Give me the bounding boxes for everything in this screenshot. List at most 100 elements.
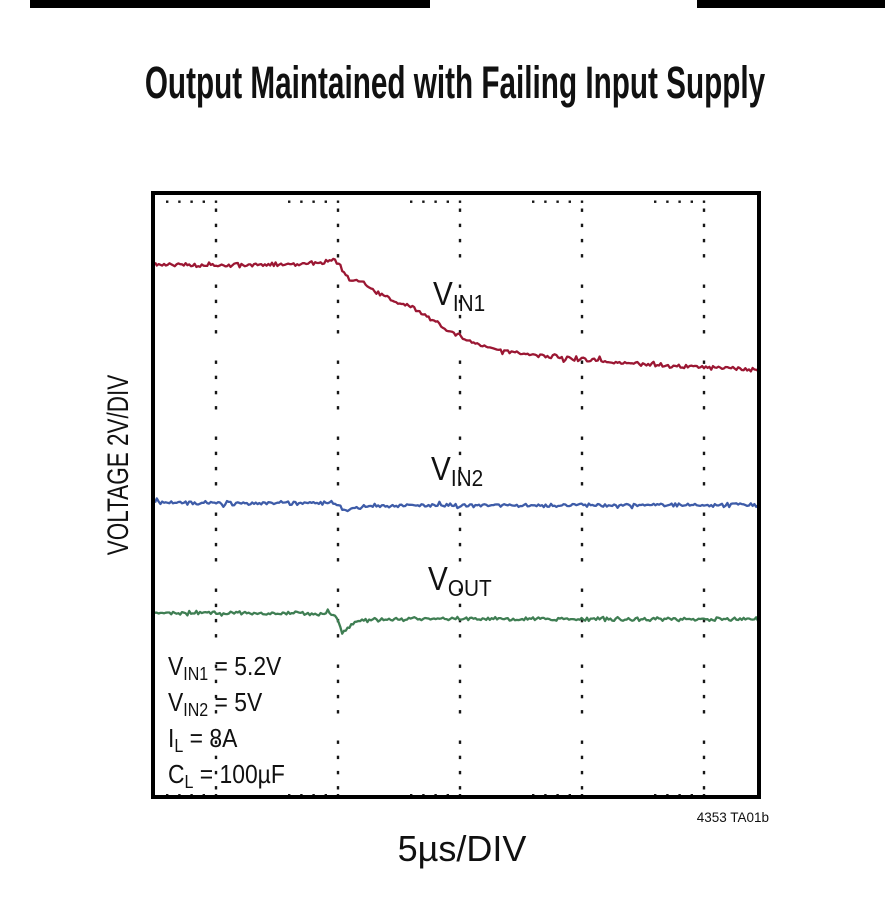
- graticule-dot: [458, 542, 462, 547]
- trace-label-vin2: VIN2: [431, 450, 483, 491]
- graticule-dot: [214, 694, 218, 699]
- graticule-tick-top: [458, 200, 462, 203]
- graticule-tick-top: [422, 200, 425, 203]
- graticule-dot: [458, 664, 462, 668]
- graticule-dot: [214, 466, 218, 471]
- page-edge-rule-left: [30, 0, 430, 8]
- graticule-dot: [458, 482, 462, 486]
- graticule-dot: [458, 406, 462, 410]
- graticule-dot: [336, 451, 340, 456]
- graticule-tick-top: [166, 200, 169, 203]
- graticule-dot: [214, 223, 218, 228]
- graticule-dot: [336, 512, 340, 516]
- graticule-dot: [336, 542, 340, 547]
- graticule-dot: [702, 299, 706, 304]
- graticule-dot: [336, 208, 340, 212]
- annotation-value: = 8A: [183, 723, 238, 753]
- graticule-dot: [214, 375, 218, 380]
- graticule-dot: [214, 558, 218, 562]
- graticule-tick-top: [312, 200, 315, 203]
- graticule-dot: [702, 436, 706, 440]
- oscilloscope-plot: VIN1 VIN2 VOUT VIN1 = 5.2V VIN2 = 5V IL …: [151, 191, 761, 799]
- graticule-tick-bottom: [434, 794, 437, 795]
- graticule-dot: [336, 786, 340, 790]
- graticule-dot: [214, 314, 218, 319]
- test-conditions-block: VIN1 = 5.2V VIN2 = 5V IL = 8A CL = 100µF: [168, 650, 301, 794]
- graticule-dot: [458, 254, 462, 258]
- graticule-dot: [214, 603, 218, 608]
- graticule-dot: [580, 740, 584, 744]
- graticule-dot: [458, 770, 462, 775]
- graticule-dot: [336, 527, 340, 532]
- graticule-dot: [214, 482, 218, 486]
- graticule-dot: [702, 588, 706, 592]
- graticule-dot: [336, 284, 340, 288]
- graticule-dot: [458, 588, 462, 592]
- graticule-dot: [336, 710, 340, 714]
- graticule-tick-bottom: [190, 794, 193, 795]
- graticule-dot: [458, 710, 462, 714]
- graticule-dot: [580, 254, 584, 258]
- graticule-tick-bottom: [300, 794, 303, 795]
- graticule-dot: [336, 223, 340, 228]
- graticule-tick-bottom: [702, 794, 706, 795]
- graticule-dot: [702, 710, 706, 714]
- graticule-dot: [336, 694, 340, 699]
- graticule-dot: [580, 330, 584, 334]
- graticule-dot: [458, 740, 462, 744]
- graticule-dot: [702, 603, 706, 608]
- graticule-dot: [702, 634, 706, 638]
- graticule-dot: [336, 740, 340, 744]
- graticule-dot: [336, 634, 340, 638]
- graticule-dot: [580, 451, 584, 456]
- annotation-value: = 100µF: [193, 759, 285, 789]
- graticule-dot: [702, 360, 706, 364]
- trace-vin1: [155, 257, 757, 373]
- graticule-dot: [458, 299, 462, 304]
- graticule-dot: [580, 755, 584, 760]
- graticule-tick-bottom: [678, 794, 681, 795]
- graticule-dot: [580, 390, 584, 395]
- graticule-tick-bottom: [422, 794, 425, 795]
- graticule-tick-top: [690, 200, 693, 203]
- oscilloscope-canvas: [155, 200, 757, 795]
- graticule-dot: [458, 694, 462, 699]
- graticule-tick-top: [666, 200, 669, 203]
- graticule-dot: [214, 436, 218, 440]
- graticule-dot: [336, 588, 340, 592]
- graticule-dot: [702, 406, 706, 410]
- graticule-dot: [458, 436, 462, 440]
- graticule-dot: [702, 238, 706, 243]
- graticule-dot: [702, 208, 706, 212]
- graticule-dot: [702, 740, 706, 744]
- graticule-dot: [458, 238, 462, 243]
- graticule-dot: [336, 466, 340, 471]
- annotation-line-cl: CL = 100µF: [168, 758, 285, 794]
- graticule-dot: [458, 284, 462, 288]
- graticule-tick-top: [288, 200, 291, 203]
- graticule-dot: [580, 284, 584, 288]
- graticule-dot: [214, 208, 218, 212]
- graticule-dot: [458, 208, 462, 212]
- graticule-dot: [336, 299, 340, 304]
- graticule-dot: [214, 755, 218, 760]
- graticule-dot: [702, 512, 706, 516]
- graticule-tick-top: [336, 200, 340, 203]
- graticule-dot: [580, 375, 584, 380]
- graticule-dot: [336, 755, 340, 760]
- graticule-dot: [214, 451, 218, 456]
- graticule-dot: [336, 406, 340, 410]
- graticule-dot: [214, 618, 218, 623]
- graticule-tick-top: [324, 200, 327, 203]
- trace-label-main: V: [428, 560, 448, 597]
- trace-vout: [155, 608, 757, 635]
- graticule-dot: [458, 603, 462, 608]
- graticule-dot: [336, 436, 340, 440]
- graticule-dot: [580, 588, 584, 592]
- graticule-dot: [336, 482, 340, 486]
- graticule-tick-bottom: [312, 794, 315, 795]
- graticule-dot: [580, 603, 584, 608]
- graticule-dot: [580, 466, 584, 471]
- graticule-tick-top: [568, 200, 571, 203]
- graticule-dot: [214, 330, 218, 334]
